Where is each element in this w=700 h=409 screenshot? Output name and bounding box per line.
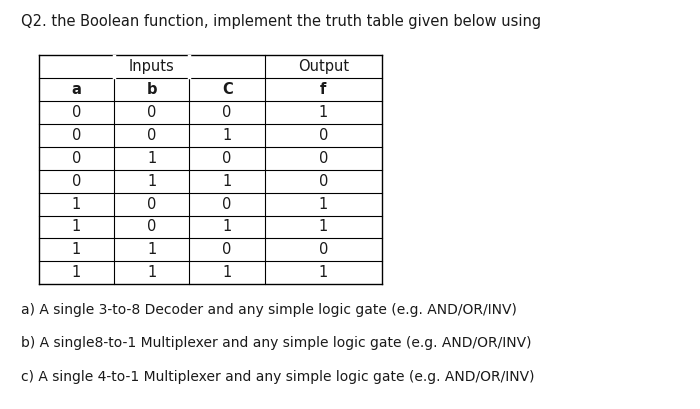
Text: 1: 1: [318, 220, 328, 234]
Text: a) A single 3-to-8 Decoder and any simple logic gate (e.g. AND/OR/INV): a) A single 3-to-8 Decoder and any simpl…: [21, 303, 517, 317]
Text: 1: 1: [147, 151, 156, 166]
Text: 0: 0: [318, 128, 328, 143]
Text: 1: 1: [223, 220, 232, 234]
Text: 1: 1: [147, 243, 156, 257]
Text: b: b: [146, 82, 157, 97]
Text: 1: 1: [71, 220, 81, 234]
Text: Q2. the Boolean function, implement the truth table given below using: Q2. the Boolean function, implement the …: [21, 14, 541, 29]
Text: 1: 1: [223, 265, 232, 280]
Text: 0: 0: [318, 151, 328, 166]
Text: 1: 1: [223, 174, 232, 189]
Text: 0: 0: [147, 220, 156, 234]
Text: 0: 0: [147, 128, 156, 143]
Text: 1: 1: [71, 243, 81, 257]
Text: 0: 0: [318, 174, 328, 189]
Text: c) A single 4-to-1 Multiplexer and any simple logic gate (e.g. AND/OR/INV): c) A single 4-to-1 Multiplexer and any s…: [21, 370, 535, 384]
Text: 1: 1: [147, 265, 156, 280]
Text: 0: 0: [223, 105, 232, 120]
Text: f: f: [320, 82, 326, 97]
Text: 0: 0: [147, 105, 156, 120]
Text: 0: 0: [318, 243, 328, 257]
Text: Inputs: Inputs: [129, 59, 174, 74]
Text: 1: 1: [71, 197, 81, 211]
Text: Output: Output: [298, 59, 349, 74]
Text: a: a: [71, 82, 81, 97]
Text: 0: 0: [71, 174, 81, 189]
Text: 1: 1: [318, 265, 328, 280]
Text: b) A single8-to-1 Multiplexer and any simple logic gate (e.g. AND/OR/INV): b) A single8-to-1 Multiplexer and any si…: [21, 336, 531, 350]
Text: 0: 0: [71, 151, 81, 166]
Text: 1: 1: [318, 105, 328, 120]
Text: 1: 1: [318, 197, 328, 211]
Text: 0: 0: [71, 105, 81, 120]
Text: 1: 1: [223, 128, 232, 143]
Text: 0: 0: [147, 197, 156, 211]
Text: 1: 1: [147, 174, 156, 189]
Text: C: C: [222, 82, 232, 97]
Text: 0: 0: [223, 197, 232, 211]
Text: 1: 1: [71, 265, 81, 280]
Text: 0: 0: [71, 128, 81, 143]
Text: 0: 0: [223, 243, 232, 257]
Text: 0: 0: [223, 151, 232, 166]
